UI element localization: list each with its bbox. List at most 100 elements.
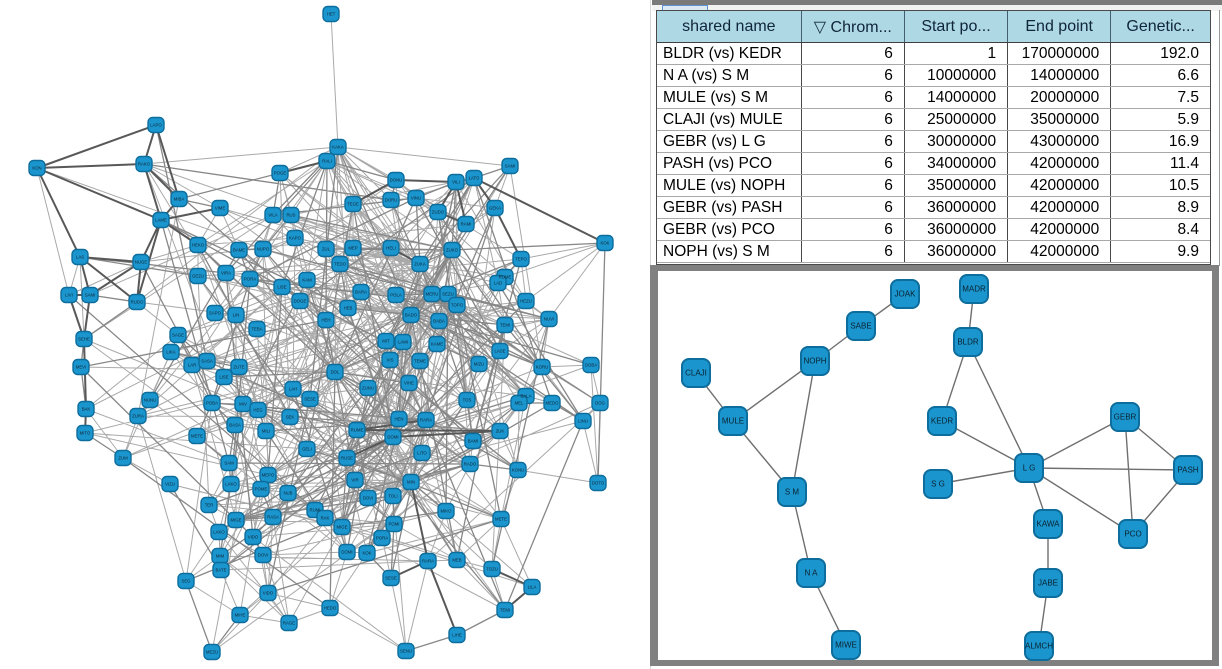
svg-text:LIVI: LIVI [65,293,73,298]
svg-text:MIBA: MIBA [174,197,185,202]
svg-text:ZUK: ZUK [496,429,505,434]
svg-text:TEPO: TEPO [515,257,527,262]
svg-text:BATE: BATE [216,568,227,573]
svg-text:LINU: LINU [578,419,588,424]
svg-text:N A: N A [805,569,819,578]
svg-text:SESE: SESE [304,397,316,402]
svg-text:VIME: VIME [215,206,226,211]
svg-text:RAKO: RAKO [138,162,151,167]
svg-text:DOMI: DOMI [341,550,352,555]
svg-text:ZURA: ZURA [132,414,144,419]
svg-text:HEB: HEB [344,306,353,311]
svg-text:HEDO: HEDO [324,606,337,611]
svg-text:METE: METE [191,434,203,439]
svg-text:VIZU: VIZU [165,482,175,487]
svg-text:RALI: RALI [322,159,332,164]
svg-text:MILI: MILI [262,429,270,434]
svg-text:BAME: BAME [233,248,245,253]
svg-text:MIM: MIM [216,554,225,559]
svg-text:S M: S M [785,488,800,497]
svg-text:NUVI: NUVI [544,317,554,322]
svg-text:DOGE: DOGE [294,299,307,304]
svg-text:GEKA: GEKA [489,206,501,211]
svg-text:DOVI: DOVI [363,496,374,501]
svg-text:S G: S G [931,480,945,489]
svg-text:PCO: PCO [1124,530,1141,539]
svg-text:RADO: RADO [464,462,477,467]
svg-text:GEBR: GEBR [1114,413,1137,422]
svg-text:MITO: MITO [80,431,91,436]
svg-text:LAMI: LAMI [398,340,408,345]
svg-text:MIWE: MIWE [835,641,857,650]
svg-text:DOTO: DOTO [592,481,605,486]
svg-text:L G: L G [1023,464,1036,473]
svg-text:TEMI: TEMI [500,323,510,328]
svg-text:SEHE: SEHE [78,337,90,342]
svg-text:HET: HET [327,12,336,17]
svg-text:JOAK: JOAK [895,290,917,299]
svg-text:BABA: BABA [433,319,445,324]
svg-text:RAMI: RAMI [461,222,472,227]
svg-text:MEPO: MEPO [262,473,275,478]
svg-text:LAKO: LAKO [213,530,225,535]
svg-text:BARA: BARA [355,290,367,295]
svg-text:LIN: LIN [233,313,240,318]
svg-text:POME: POME [255,487,268,492]
svg-text:KON: KON [32,166,41,171]
svg-text:KAKA: KAKA [332,145,344,150]
svg-text:POGE: POGE [274,171,287,176]
svg-text:KOK: KOK [362,551,371,556]
svg-text:ZUKA: ZUKA [414,262,426,267]
svg-text:ZUTE: ZUTE [233,365,244,370]
svg-text:RASA: RASA [267,515,279,520]
svg-text:MULE: MULE [722,417,744,426]
svg-text:MIT: MIT [382,339,390,344]
svg-text:RUME: RUME [499,275,512,280]
svg-text:MEDO: MEDO [546,401,560,406]
svg-text:GELI: GELI [302,447,312,452]
svg-text:SEZU: SEZU [442,292,453,297]
svg-text:VIDO: VIDO [248,535,259,540]
svg-text:LATO: LATO [469,176,480,181]
svg-text:TOPO: TOPO [451,303,464,308]
svg-text:KONU: KONU [512,468,524,473]
svg-text:VIHE: VIHE [404,381,414,386]
svg-text:RUSE: RUSE [341,456,353,461]
svg-text:SAMI: SAMI [505,164,516,169]
svg-text:HEN: HEN [394,417,403,422]
svg-text:TOLI: TOLI [388,494,397,499]
svg-text:VINU: VINU [411,196,421,201]
svg-text:TER: TER [205,503,214,508]
svg-text:KAPO: KAPO [289,236,302,241]
svg-text:LAD: LAD [494,281,502,286]
svg-text:TOZU: TOZU [486,567,498,572]
svg-text:RARA: RARA [420,418,432,423]
svg-text:SAPO: SAPO [209,311,222,316]
svg-text:HEH: HEH [321,318,330,323]
svg-text:MEVI: MEVI [76,365,87,370]
svg-text:LAME: LAME [155,218,167,223]
svg-text:ZUM: ZUM [118,456,128,461]
svg-text:LISE: LISE [277,285,286,290]
svg-text:SENU: SENU [400,649,412,654]
svg-text:KAWA: KAWA [1037,520,1061,529]
svg-text:HEG: HEG [253,408,263,413]
svg-text:SAM: SAM [224,461,234,466]
svg-text:RAK: RAK [321,516,330,521]
svg-text:SAMI: SAMI [85,293,96,298]
svg-text:NUGE: NUGE [135,260,148,265]
svg-text:ZUDO: ZUDO [432,210,445,215]
svg-text:RUME: RUME [351,428,364,433]
svg-text:DORU: DORU [385,198,398,203]
svg-text:POBA: POBA [206,401,218,406]
svg-text:TOS: TOS [463,398,472,403]
svg-text:DONU: DONU [390,178,403,183]
svg-text:TEME: TEME [414,359,426,364]
svg-text:DOBA: DOBA [585,363,597,368]
svg-text:BAMI: BAMI [468,439,479,444]
svg-text:ALMCH: ALMCH [1025,642,1053,651]
svg-text:BALA: BALA [521,394,532,399]
svg-text:TEDO: TEDO [334,262,347,267]
svg-text:RARA: RARA [422,559,434,564]
svg-text:LAH: LAH [289,387,297,392]
